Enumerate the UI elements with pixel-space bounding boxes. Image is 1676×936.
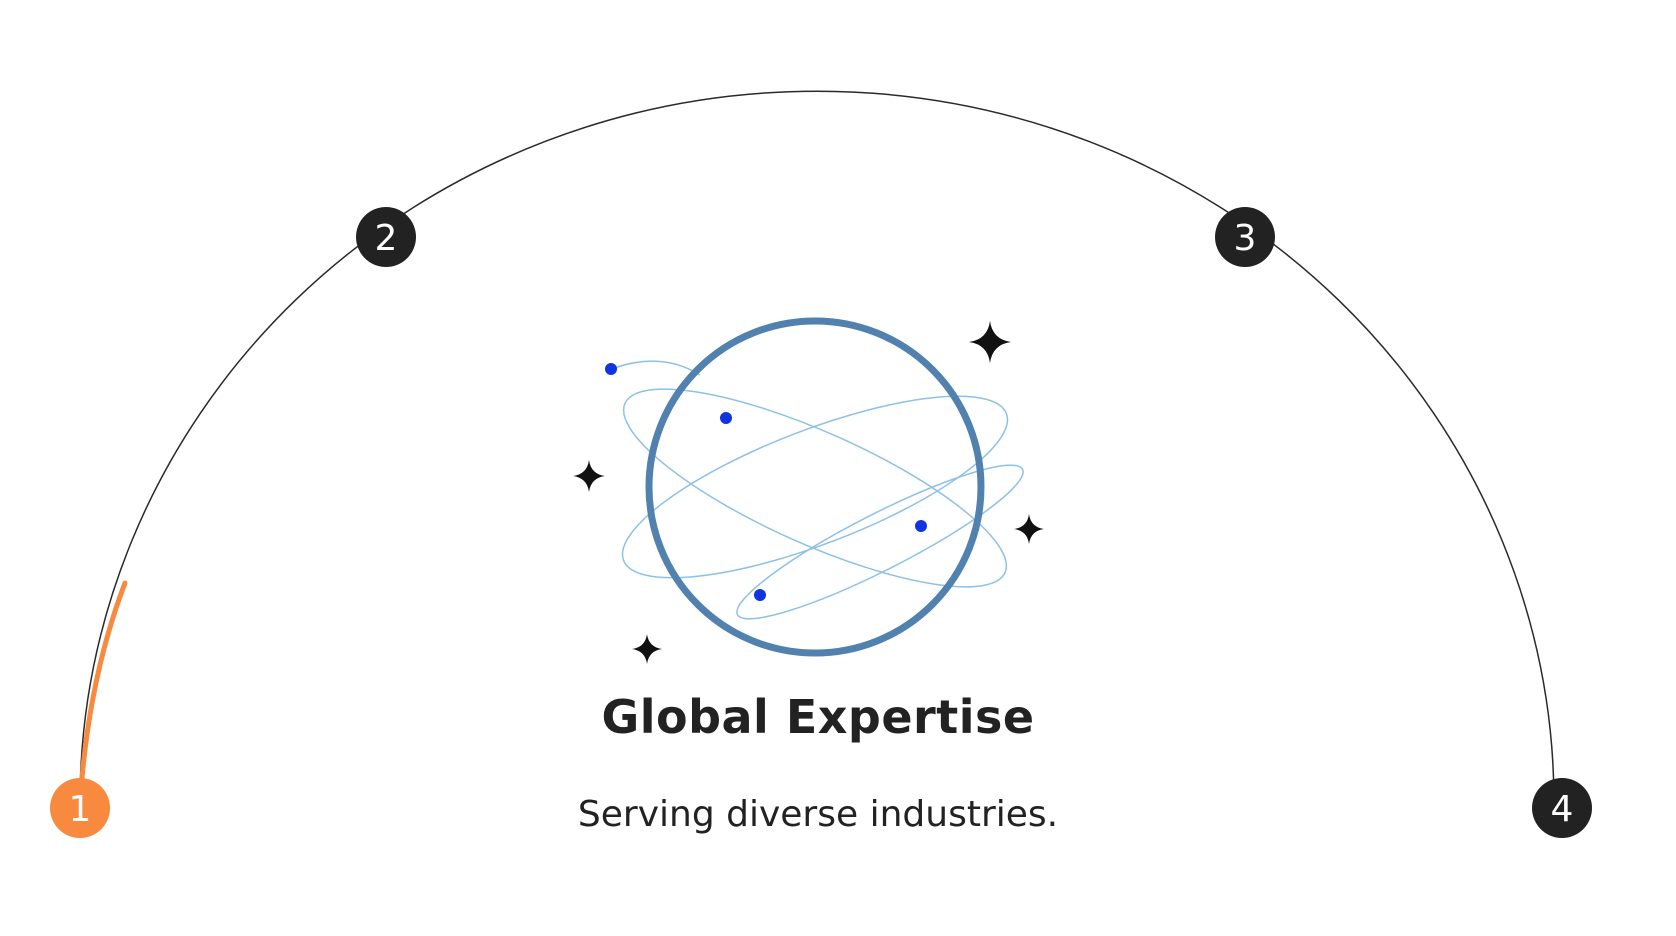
step-label: 1 xyxy=(69,789,92,830)
section-title: Global Expertise xyxy=(601,690,1035,744)
step-marker-2[interactable]: 2 xyxy=(356,207,416,267)
orbit-dot xyxy=(915,520,927,532)
step-marker-3[interactable]: 3 xyxy=(1215,207,1275,267)
sparkle-icon xyxy=(632,634,662,664)
step-label: 3 xyxy=(1234,218,1257,259)
step-marker-1[interactable]: 1 xyxy=(50,778,110,838)
orbit-ring xyxy=(621,395,1009,579)
step-circle xyxy=(356,207,416,267)
step-marker-4[interactable]: 4 xyxy=(1532,778,1592,838)
sparkle-icon xyxy=(1014,514,1044,544)
step-circle xyxy=(1532,778,1592,838)
sparkle-icon xyxy=(573,460,605,492)
orbit-ring xyxy=(736,464,1024,620)
orbit-dot xyxy=(605,363,617,375)
orbit-arc xyxy=(608,360,701,376)
progress-arc-track xyxy=(79,90,1555,804)
orbit-ring xyxy=(622,388,1008,588)
step-label: 4 xyxy=(1551,789,1574,830)
orbit-dot xyxy=(754,589,766,601)
globe-circle xyxy=(645,317,985,657)
step-label: 2 xyxy=(375,218,398,259)
section-subtitle: Serving diverse industries. xyxy=(577,794,1059,835)
progress-arc-fill xyxy=(77,580,128,806)
globe-orbit-icon xyxy=(605,317,1024,657)
step-circle xyxy=(1215,207,1275,267)
orbit-dot xyxy=(720,412,732,424)
sparkle-icon xyxy=(969,321,1011,363)
step-circle xyxy=(50,778,110,838)
